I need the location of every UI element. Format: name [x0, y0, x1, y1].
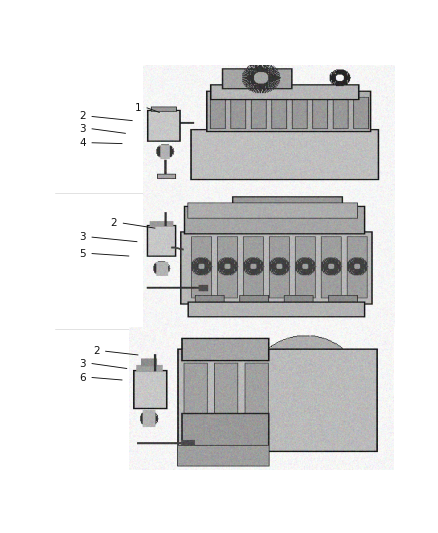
Text: 3: 3 [79, 124, 86, 134]
Text: 2: 2 [93, 346, 99, 356]
Text: 3: 3 [79, 232, 86, 242]
Text: 5: 5 [79, 248, 86, 259]
Text: 6: 6 [79, 373, 86, 383]
Text: 3: 3 [79, 359, 86, 368]
Text: 1: 1 [134, 103, 141, 113]
Text: 4: 4 [79, 138, 86, 148]
Text: 2: 2 [110, 218, 117, 228]
Text: 2: 2 [79, 111, 86, 122]
